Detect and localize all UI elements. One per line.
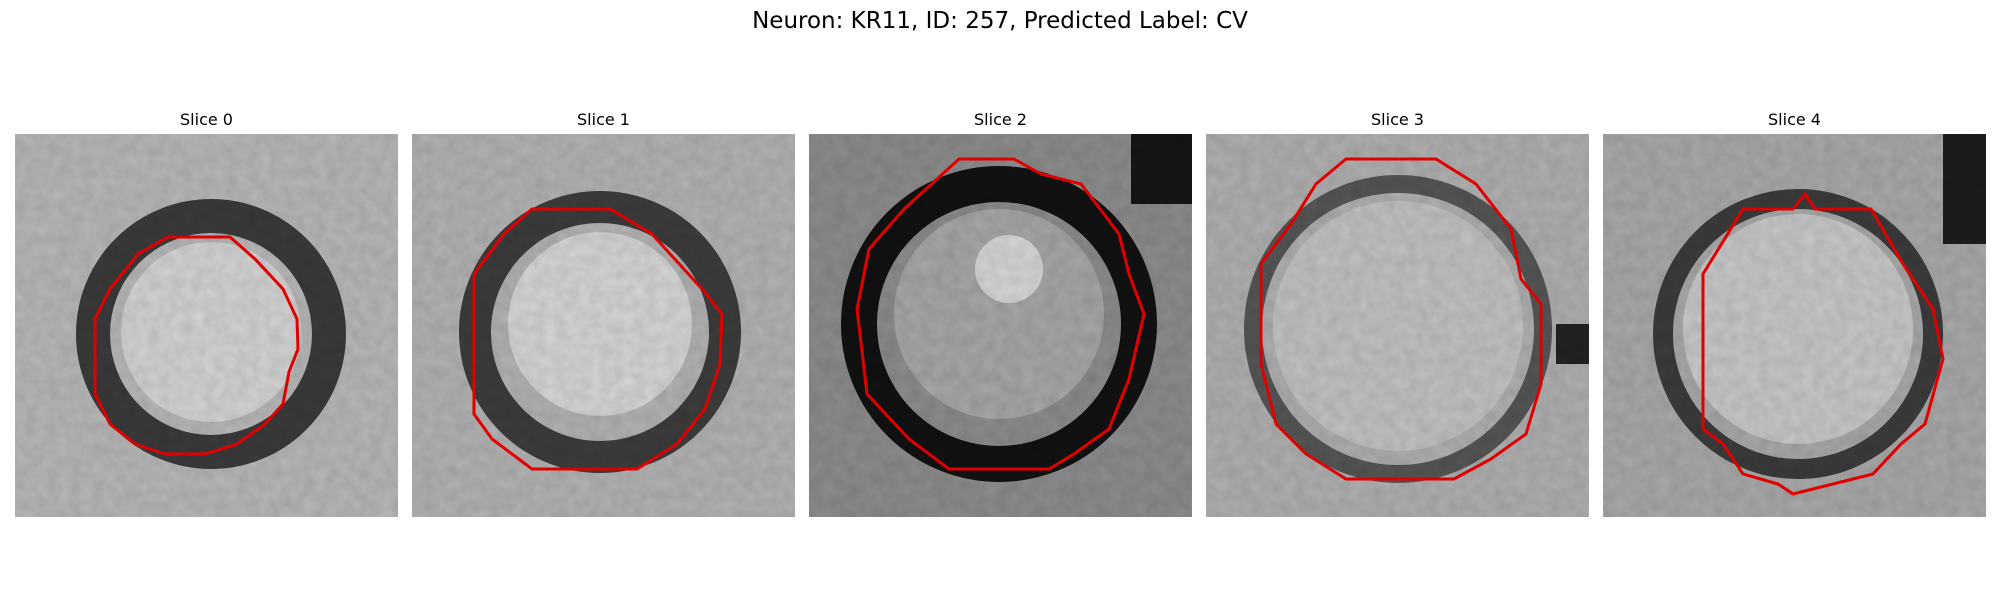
figure-title: Neuron: KR11, ID: 257, Predicted Label: … — [752, 8, 1248, 34]
contour-outline — [93, 235, 300, 456]
slice-image-4 — [1603, 134, 1986, 517]
slice-panel-4: Slice 4 — [1603, 110, 1986, 517]
slice-panel-3: Slice 3 — [1206, 110, 1589, 517]
contour-outline — [472, 207, 724, 471]
slice-title: Slice 1 — [577, 110, 630, 129]
contour-outline — [855, 157, 1146, 471]
slice-panel-2: Slice 2 — [809, 110, 1192, 517]
slice-title: Slice 3 — [1371, 110, 1424, 129]
slice-panel-0: Slice 0 — [15, 110, 398, 517]
slice-image-1 — [412, 134, 795, 517]
slice-title: Slice 0 — [180, 110, 233, 129]
slice-title: Slice 4 — [1768, 110, 1821, 129]
slice-image-2 — [809, 134, 1192, 517]
slice-panel-1: Slice 1 — [412, 110, 795, 517]
contour-outline — [1259, 157, 1543, 481]
slice-title: Slice 2 — [974, 110, 1027, 129]
slice-image-3 — [1206, 134, 1589, 517]
slice-image-0 — [15, 134, 398, 517]
contour-outline — [1701, 191, 1945, 496]
